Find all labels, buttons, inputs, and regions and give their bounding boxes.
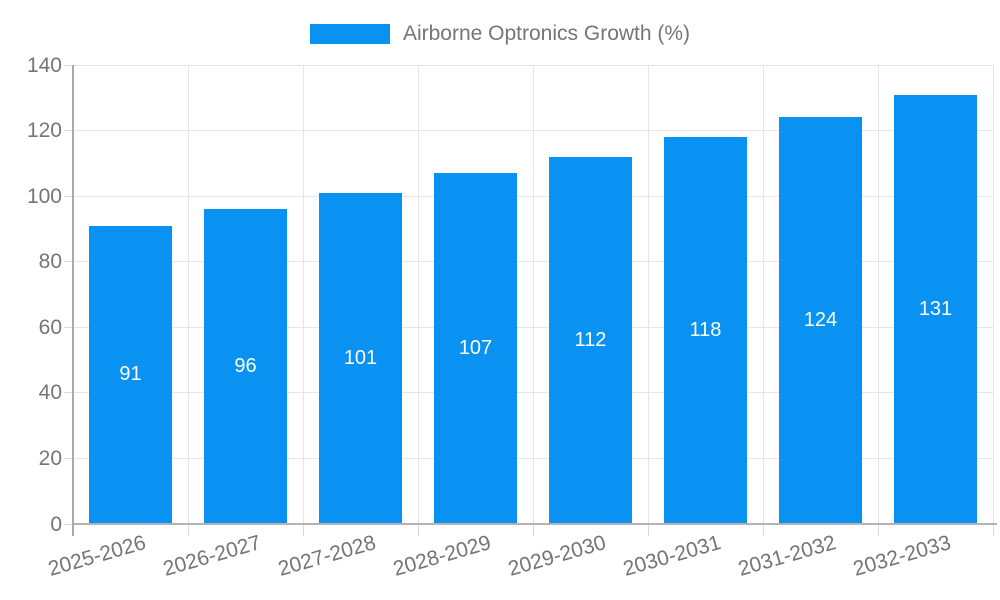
x-tick-label: 2025-2026 bbox=[45, 531, 149, 581]
y-tick-mark bbox=[64, 326, 73, 328]
x-tick-mark bbox=[187, 524, 189, 536]
y-tick-label: 40 bbox=[38, 381, 62, 405]
x-tick-mark bbox=[877, 524, 879, 536]
x-tick-label: 2028-2029 bbox=[390, 531, 494, 581]
bar[interactable]: 107 bbox=[434, 173, 517, 524]
y-tick-label: 120 bbox=[26, 119, 62, 143]
y-tick-mark bbox=[64, 64, 73, 66]
y-tick-mark bbox=[64, 523, 73, 525]
y-tick-label: 0 bbox=[50, 512, 62, 536]
bar-value-label: 96 bbox=[234, 355, 257, 378]
bar-value-label: 107 bbox=[458, 337, 493, 360]
x-tick-mark bbox=[302, 524, 304, 536]
legend-swatch bbox=[309, 24, 390, 44]
x-tick-mark bbox=[762, 524, 764, 536]
y-tick-mark bbox=[64, 457, 73, 459]
y-tick-mark bbox=[64, 130, 73, 132]
legend-item[interactable]: Airborne Optronics Growth (%) bbox=[309, 22, 691, 46]
bar[interactable]: 131 bbox=[894, 94, 977, 524]
bar[interactable]: 124 bbox=[779, 117, 862, 524]
y-tick-label: 80 bbox=[38, 250, 62, 274]
y-tick-mark bbox=[64, 392, 73, 394]
bar[interactable]: 101 bbox=[319, 192, 402, 524]
bar[interactable]: 96 bbox=[204, 209, 287, 524]
bar-value-label: 101 bbox=[343, 346, 378, 369]
bar-value-label: 124 bbox=[803, 309, 838, 332]
bar-value-label: 91 bbox=[119, 363, 142, 386]
bar[interactable]: 91 bbox=[89, 225, 172, 524]
gridline-vertical bbox=[302, 65, 304, 524]
gridline-vertical bbox=[532, 65, 534, 524]
x-tick-label: 2026-2027 bbox=[160, 531, 264, 581]
gridline-vertical bbox=[992, 65, 994, 524]
gridline-vertical bbox=[877, 65, 879, 524]
y-tick-label: 20 bbox=[38, 446, 62, 470]
y-axis-line bbox=[72, 65, 74, 536]
gridline-vertical bbox=[417, 65, 419, 524]
legend-label: Airborne Optronics Growth (%) bbox=[402, 22, 691, 45]
y-tick-mark bbox=[64, 195, 73, 197]
x-tick-label: 2030-2031 bbox=[620, 531, 724, 581]
x-tick-label: 2029-2030 bbox=[505, 531, 609, 581]
x-tick-mark bbox=[992, 524, 994, 536]
y-tick-mark bbox=[64, 261, 73, 263]
x-tick-mark bbox=[417, 524, 419, 536]
bar-value-label: 118 bbox=[689, 319, 722, 342]
gridline-vertical bbox=[647, 65, 649, 524]
gridline-vertical bbox=[187, 65, 189, 524]
bar-value-label: 112 bbox=[574, 328, 607, 351]
bar[interactable]: 112 bbox=[549, 156, 632, 524]
x-axis-line bbox=[73, 523, 997, 525]
y-tick-label: 100 bbox=[26, 184, 62, 208]
gridline-vertical bbox=[762, 65, 764, 524]
x-tick-label: 2032-2033 bbox=[850, 531, 954, 581]
x-tick-mark bbox=[647, 524, 649, 536]
x-tick-mark bbox=[532, 524, 534, 536]
y-tick-label: 140 bbox=[26, 53, 62, 77]
bar[interactable]: 118 bbox=[664, 137, 747, 524]
x-tick-label: 2027-2028 bbox=[275, 531, 379, 581]
bar-value-label: 131 bbox=[918, 297, 953, 320]
legend: Airborne Optronics Growth (%) bbox=[0, 22, 1000, 46]
x-tick-label: 2031-2032 bbox=[735, 531, 839, 581]
y-tick-label: 60 bbox=[38, 315, 62, 339]
plot-area: 91 96 101 107 112 118 124 131 bbox=[73, 64, 994, 524]
